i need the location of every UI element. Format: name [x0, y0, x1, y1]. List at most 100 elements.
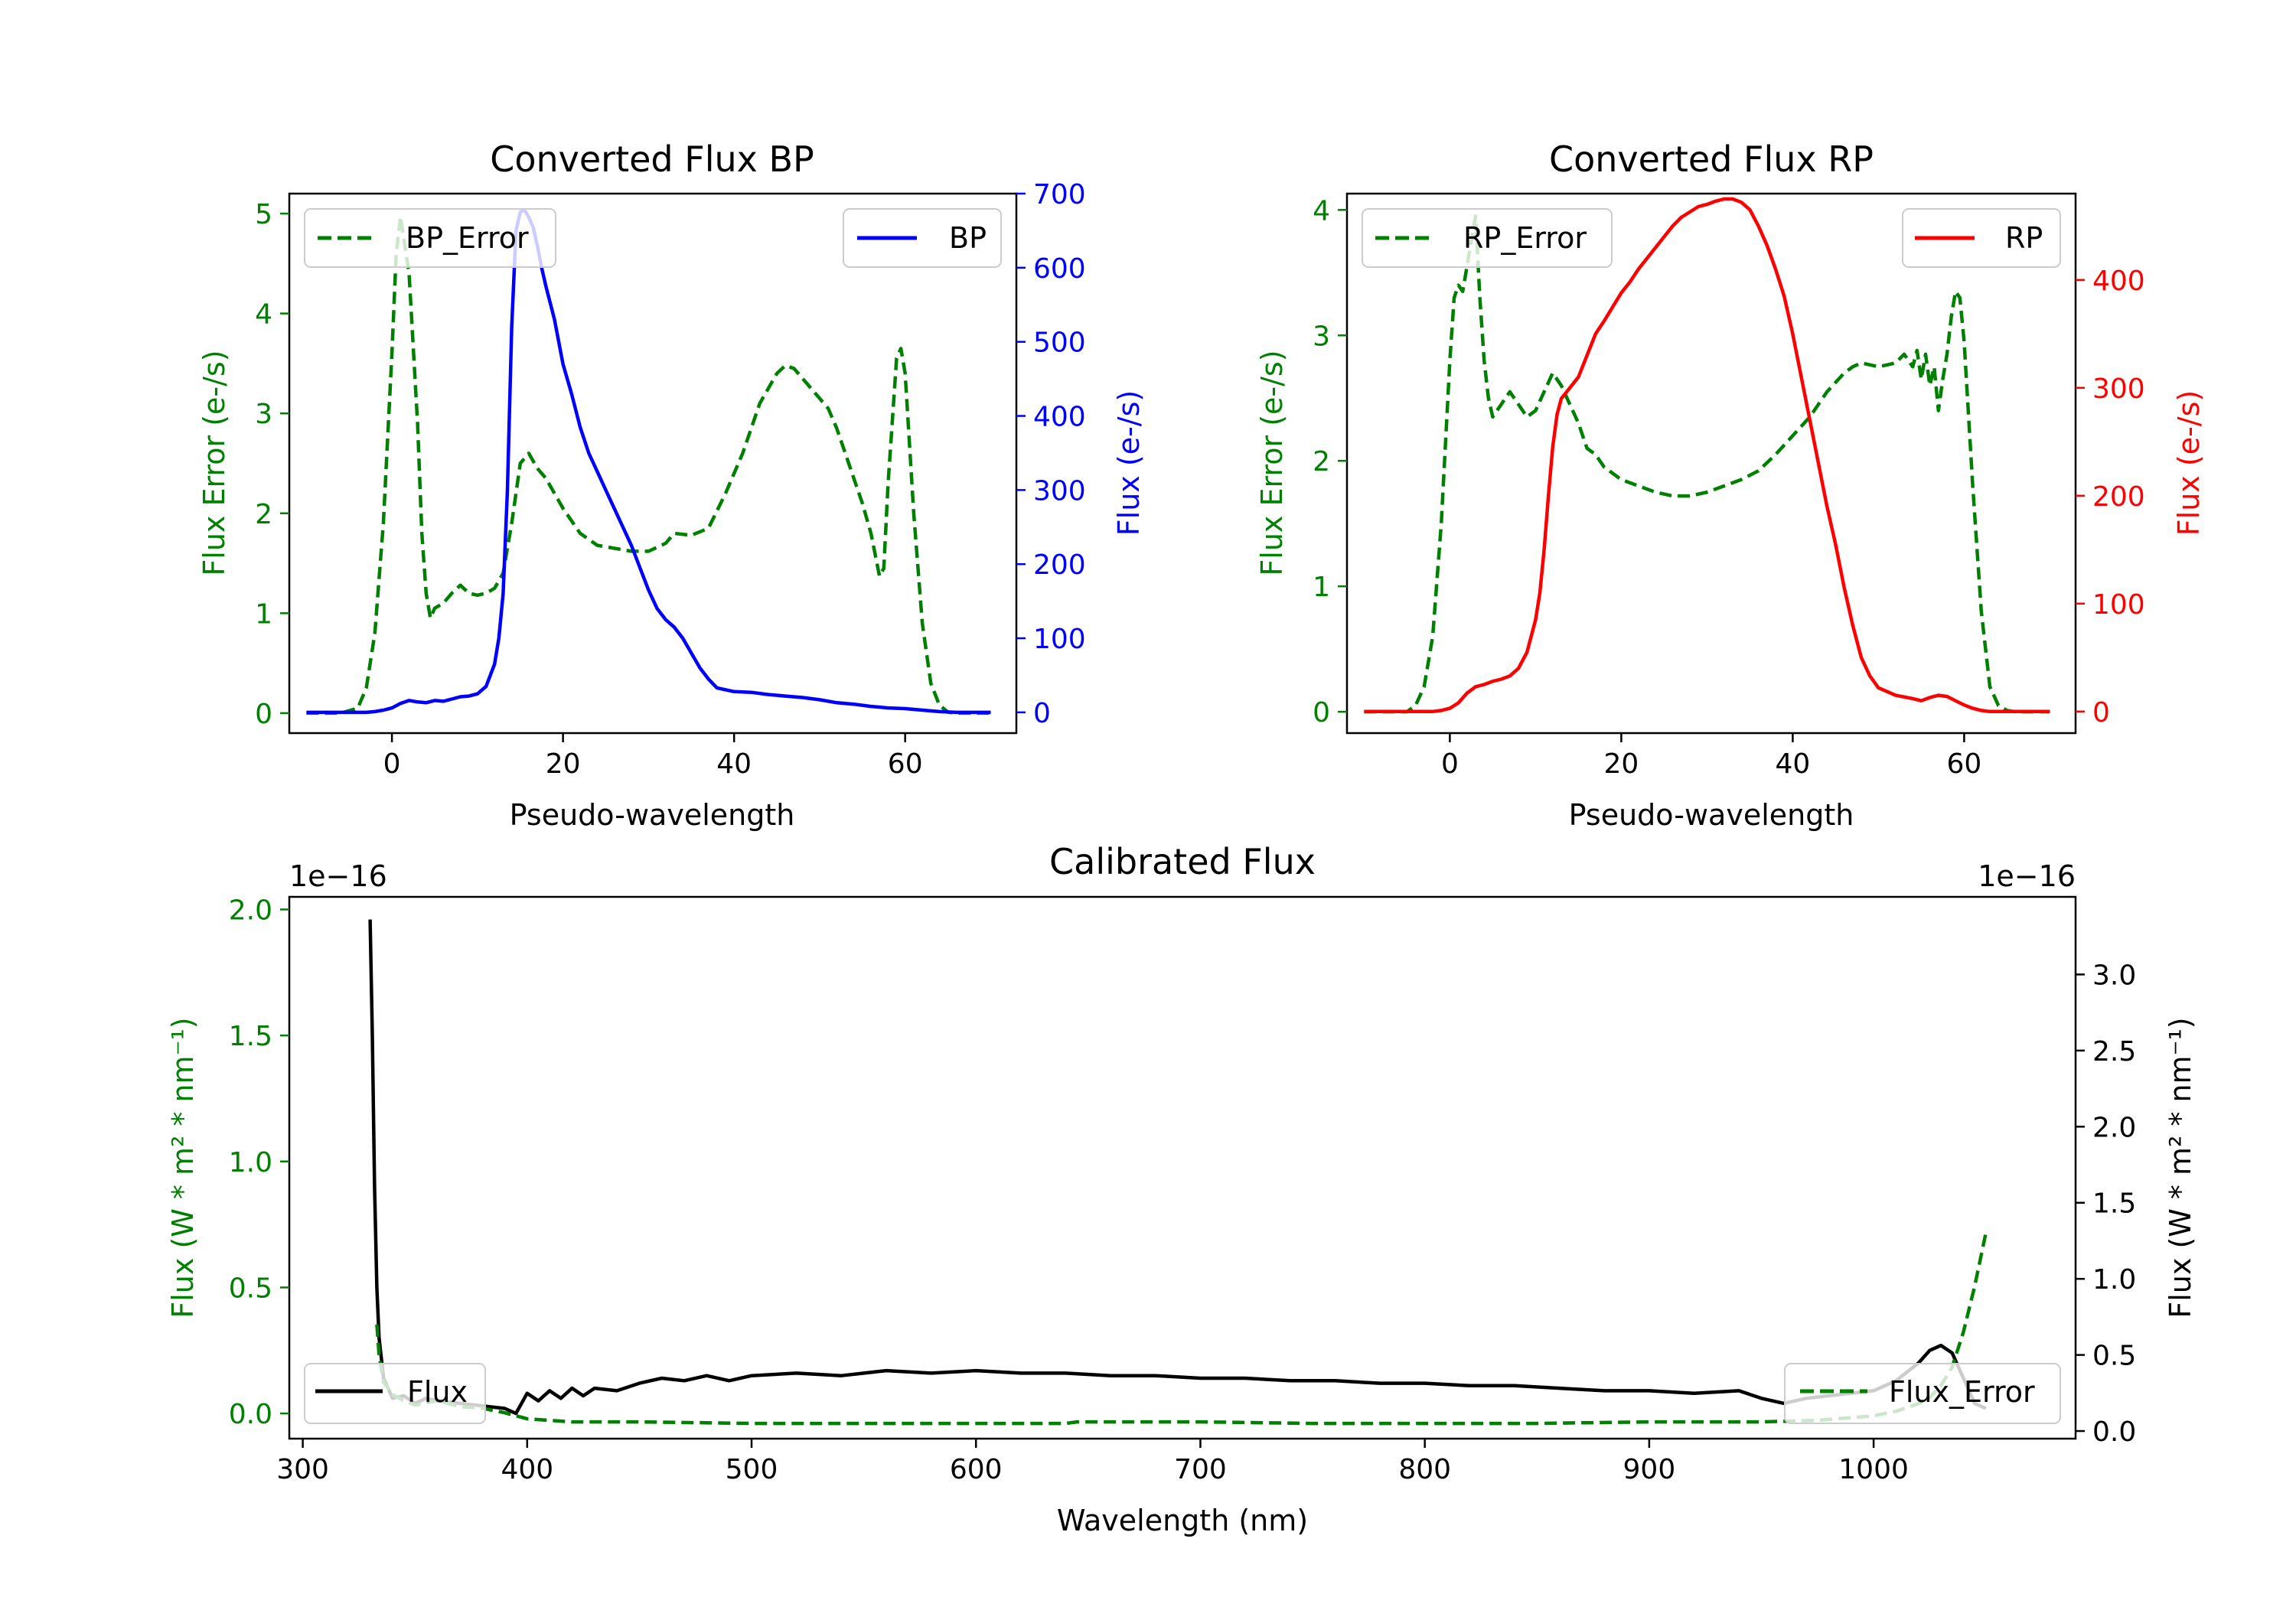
cal-x-tick-label: 500: [726, 1454, 778, 1485]
cal-left-tick-label: 1.0: [229, 1147, 272, 1178]
rp-legend-right-label: RP: [2005, 221, 2043, 255]
cal-left-y-label: Flux (W * m² * nm⁻¹): [166, 1017, 200, 1318]
bp-legend-left-label: BP_Error: [406, 221, 529, 255]
rp-x-tick-label: 0: [1441, 748, 1459, 780]
bp-left-tick-label: 1: [255, 598, 272, 630]
bp-legend-right-label: BP: [949, 221, 987, 255]
bp-chart: Converted Flux BP 0 20 40 60 0 1 2 3 4 5 0 100 200…: [197, 139, 1146, 832]
bp-left-tick-label: 0: [255, 699, 272, 730]
rp-right-tick-label: 100: [2092, 589, 2145, 621]
bp-legend-left-box: [304, 208, 556, 268]
rp-x-label: Pseudo-wavelength: [1569, 798, 1854, 832]
bp-left-y-label: Flux Error (e-/s): [197, 350, 231, 575]
rp-legend-left-box: [1362, 208, 1613, 268]
bp-left-tick-label: 3: [255, 399, 272, 430]
rp-right-tick-label: 400: [2092, 266, 2145, 297]
cal-x-tick-label: 600: [950, 1454, 1003, 1485]
cal-right-tick-label: 1.5: [2092, 1188, 2136, 1220]
cal-right-ticks: 0.0 0.5 1.0 1.5 2.0 2.5 3.0: [2076, 960, 2136, 1448]
cal-x-tick-label: 400: [501, 1454, 553, 1485]
cal-legend-right-box: [1784, 1363, 2061, 1424]
rp-left-tick-label: 0: [1313, 697, 1330, 729]
rp-x-ticks: 0 20 40 60: [1441, 733, 1981, 780]
cal-x-label: Wavelength (nm): [1057, 1504, 1308, 1537]
bp-legend-right-box: [843, 208, 1002, 268]
rp-x-tick-label: 20: [1603, 748, 1639, 780]
cal-legend-left-box: [304, 1363, 486, 1424]
cal-right-tick-label: 2.5: [2092, 1036, 2136, 1068]
cal-left-tick-label: 1.5: [229, 1021, 272, 1052]
cal-series-flux-error-line: [375, 1233, 1988, 1426]
rp-x-tick-label: 60: [1946, 748, 1981, 780]
cal-right-tick-label: 0.5: [2092, 1341, 2136, 1372]
cal-left-ticks: 0.0 0.5 1.0 1.5 2.0: [229, 895, 289, 1430]
bp-legend-right: BP: [843, 208, 1002, 268]
cal-right-tick-label: 0.0: [2092, 1416, 2136, 1448]
bp-frame: [288, 192, 1018, 735]
cal-right-tick-label: 1.0: [2092, 1264, 2136, 1296]
rp-chart: Converted Flux RP 0 20 40 60 0 1 2 3 4 0 100 200 3…: [1255, 139, 2206, 832]
bp-x-tick-label: 60: [888, 748, 923, 780]
cal-frame: [288, 895, 2077, 1440]
rp-legend-left: RP_Error: [1362, 208, 1613, 268]
rp-right-y-label: Flux (e-/s): [2172, 390, 2206, 536]
bp-left-tick-label: 2: [255, 499, 272, 530]
cal-legend-right: Flux_Error: [1784, 1363, 2061, 1424]
cal-x-tick-label: 900: [1623, 1454, 1676, 1485]
cal-left-tick-label: 2.0: [229, 895, 272, 926]
rp-left-tick-label: 3: [1313, 321, 1330, 352]
bp-right-ticks: 0 100 200 300 400 500 600 700: [1016, 179, 1086, 729]
cal-x-ticks: 300 400 500 600 700 800 900 1000: [276, 1439, 1909, 1485]
cal-legend-left-label: Flux: [407, 1375, 468, 1409]
bp-title: Converted Flux BP: [490, 139, 814, 180]
bp-right-tick-label: 700: [1033, 179, 1086, 210]
bp-right-y-label: Flux (e-/s): [1112, 390, 1146, 536]
bp-right-tick-label: 600: [1033, 253, 1086, 285]
bp-series-bp-line: [306, 208, 991, 715]
cal-x-tick-label: 800: [1398, 1454, 1451, 1485]
cal-right-offset: 1e−16: [1978, 859, 2076, 893]
rp-right-tick-label: 200: [2092, 481, 2145, 513]
bp-right-tick-label: 0: [1033, 698, 1051, 729]
rp-left-tick-label: 4: [1313, 195, 1330, 227]
rp-left-ticks: 0 1 2 3 4: [1313, 195, 1347, 729]
cal-left-offset: 1e−16: [289, 859, 387, 893]
bp-series-bp-error-line: [306, 214, 991, 715]
bp-right-tick-label: 100: [1033, 624, 1086, 655]
rp-x-tick-label: 40: [1775, 748, 1810, 780]
cal-x-tick-label: 300: [276, 1454, 329, 1485]
cal-right-y-label: Flux (W * m² * nm⁻¹): [2164, 1017, 2197, 1318]
cal-right-tick-label: 3.0: [2092, 960, 2136, 991]
cal-title: Calibrated Flux: [1049, 841, 1316, 882]
rp-left-tick-label: 2: [1313, 446, 1330, 478]
cal-legend-right-label: Flux_Error: [1889, 1375, 2035, 1409]
bp-right-tick-label: 500: [1033, 328, 1086, 359]
rp-right-ticks: 0 100 200 300 400: [2076, 266, 2145, 729]
bp-x-label: Pseudo-wavelength: [510, 798, 795, 832]
cal-x-tick-label: 1000: [1838, 1454, 1909, 1485]
bp-right-tick-label: 300: [1033, 475, 1086, 507]
cal-right-tick-label: 2.0: [2092, 1112, 2136, 1143]
bp-x-tick-label: 40: [716, 748, 752, 780]
cal-left-tick-label: 0.0: [229, 1399, 272, 1430]
bp-x-tick-label: 0: [383, 748, 401, 780]
bp-x-tick-label: 20: [546, 748, 581, 780]
rp-left-tick-label: 1: [1313, 572, 1330, 603]
cal-left-tick-label: 0.5: [229, 1273, 272, 1304]
bp-left-ticks: 0 1 2 3 4 5: [255, 199, 289, 730]
rp-legend-right: RP: [1902, 208, 2061, 268]
bp-right-tick-label: 400: [1033, 402, 1086, 433]
bp-right-tick-label: 200: [1033, 549, 1086, 581]
rp-series-rp-line: [1364, 197, 2050, 714]
calibrated-chart: Calibrated Flux 1e−16 1e−16 300 400 500 600…: [166, 841, 2197, 1537]
rp-left-y-label: Flux Error (e-/s): [1255, 350, 1289, 575]
cal-legend-left: Flux: [304, 1363, 486, 1424]
bp-left-tick-label: 4: [255, 299, 272, 331]
rp-legend-right-box: [1902, 208, 2061, 268]
cal-x-tick-label: 700: [1174, 1454, 1227, 1485]
bp-marks: [306, 208, 991, 715]
bp-x-ticks: 0 20 40 60: [383, 733, 923, 780]
rp-legend-left-label: RP_Error: [1463, 221, 1587, 255]
bp-left-tick-label: 5: [255, 199, 272, 230]
